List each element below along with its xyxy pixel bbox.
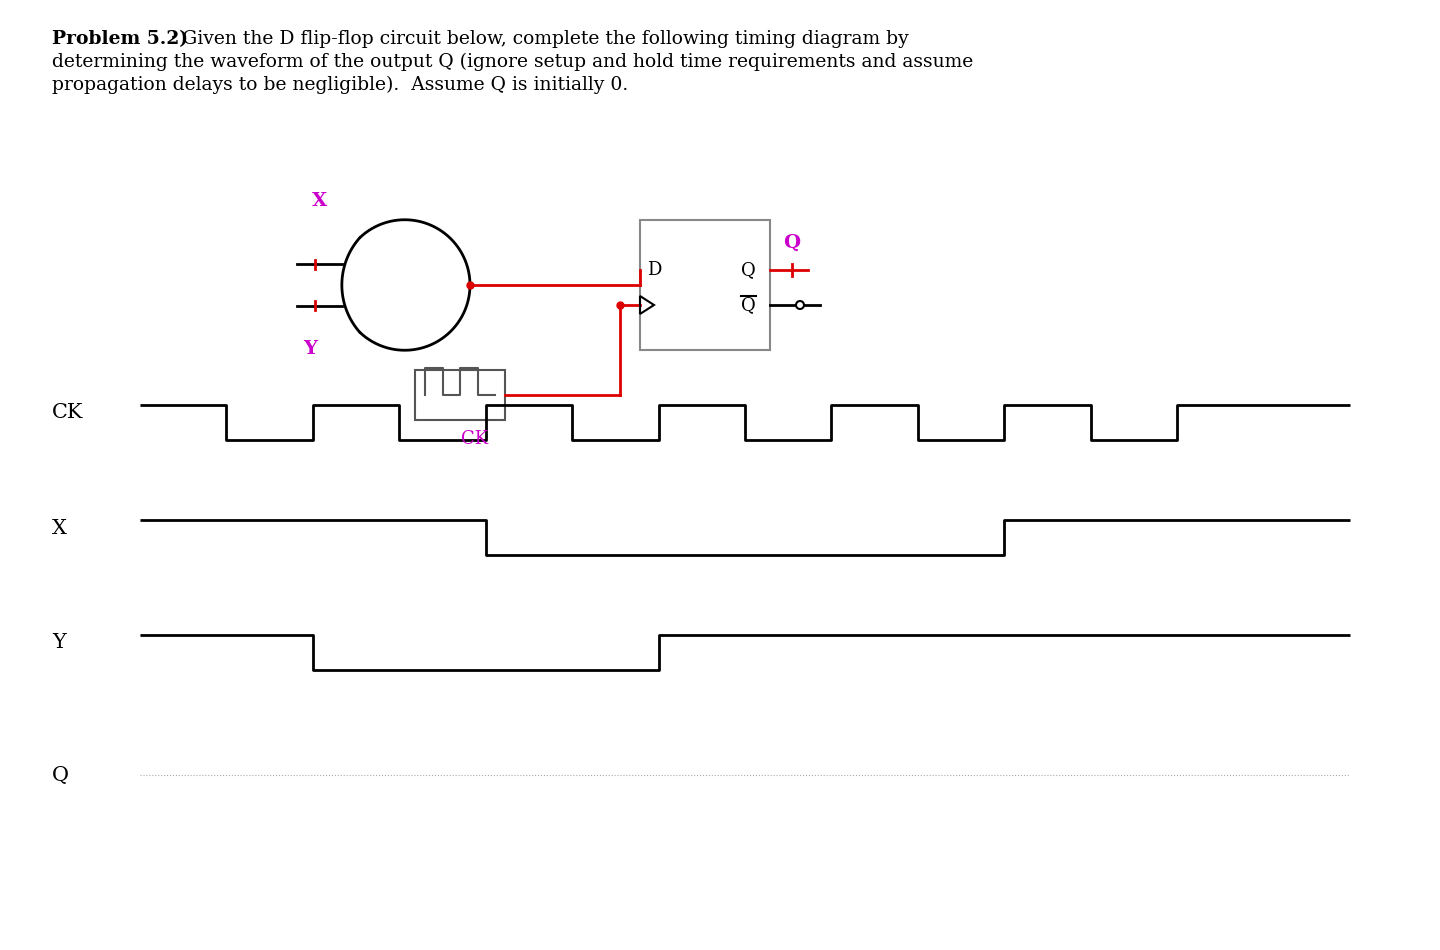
Text: CK: CK: [461, 430, 488, 448]
Text: X: X: [312, 192, 327, 210]
Text: Y: Y: [302, 340, 317, 358]
Text: : Given the D flip-flop circuit below, complete the following timing diagram by: : Given the D flip-flop circuit below, c…: [170, 30, 909, 48]
Text: Q: Q: [740, 261, 756, 279]
Text: CK: CK: [52, 404, 84, 423]
Text: Q: Q: [740, 296, 756, 314]
Text: Q: Q: [52, 766, 69, 785]
Text: determining the waveform of the output Q (ignore setup and hold time requirement: determining the waveform of the output Q…: [52, 53, 973, 71]
Text: Q: Q: [783, 234, 801, 252]
Circle shape: [796, 301, 804, 309]
Text: Problem 5.2): Problem 5.2): [52, 30, 189, 48]
Bar: [415, 370, 505, 420]
Text: propagation delays to be negligible).  Assume Q is initially 0.: propagation delays to be negligible). As…: [52, 76, 628, 94]
Bar: [639, 220, 770, 350]
Text: D: D: [647, 261, 661, 279]
Text: Y: Y: [52, 634, 66, 653]
Text: X: X: [52, 519, 66, 538]
